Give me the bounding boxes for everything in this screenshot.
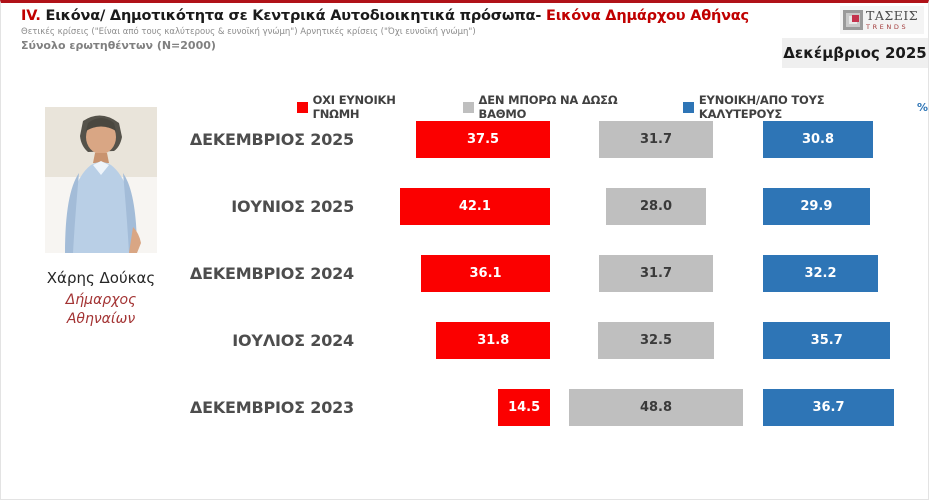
- positive-bar: 30.8: [763, 121, 873, 158]
- bar-chart: ΔΕΚΕΜΒΡΙΟΣ 2025 37.5 31.7 30.8 ΙΟΥΝΙΟΣ 2…: [1, 3, 928, 499]
- legend-label-negative: ΟΧΙ ΕΥΝΟΙΚΗ ΓΝΩΜΗ: [312, 93, 396, 121]
- chart-row-jun-2025: ΙΟΥΝΙΟΣ 2025 42.1 28.0 29.9: [1, 188, 928, 225]
- taseis-logo-icon: [843, 10, 863, 30]
- negative-bar: 36.1: [421, 255, 550, 292]
- legend-item-negative: ΟΧΙ ΕΥΝΟΙΚΗ ΓΝΩΜΗ: [297, 93, 441, 121]
- positive-bar: 35.7: [763, 322, 891, 359]
- row-label: ΔΕΚΕΜΒΡΙΟΣ 2025: [189, 130, 354, 149]
- positive-bar: 29.9: [763, 188, 870, 225]
- taseis-trends-logo: ΤΑΣΕΙΣ TRENDS: [840, 6, 924, 34]
- neutral-swatch-icon: [462, 101, 474, 113]
- mayor-photo: [45, 107, 157, 253]
- chart-row-dec-2025: ΔΕΚΕΜΒΡΙΟΣ 2025 37.5 31.7 30.8: [1, 121, 928, 158]
- chart-legend: ΟΧΙ ΕΥΝΟΙΚΗ ΓΝΩΜΗ ΔΕΝ ΜΠΟΡΩ ΝΑ ΔΩΣΩ ΒΑΘΜ…: [297, 93, 928, 121]
- sample-size: Σύνολο ερωτηθέντων (Ν=2000): [21, 39, 216, 52]
- positive-bar: 36.7: [763, 389, 895, 426]
- legend-item-positive: ΕΥΝΟΙΚΗ/ΑΠΟ ΤΟΥΣ ΚΑΛΥΤΕΡΟΥΣ: [683, 93, 903, 121]
- chart-row-jul-2024: ΙΟΥΛΙΟΣ 2024 31.8 32.5 35.7: [1, 322, 928, 359]
- negative-swatch-icon: [297, 101, 308, 113]
- neutral-bar: 28.0: [606, 188, 706, 225]
- person-role-line1: Δήμαρχος: [65, 292, 137, 308]
- negative-bar: 37.5: [416, 121, 550, 158]
- neutral-bar: 32.5: [597, 322, 714, 359]
- neutral-bar: 31.7: [599, 255, 713, 292]
- logo-name: ΤΑΣΕΙΣ: [866, 8, 919, 23]
- page-title: IV. Εικόνα/ Δημοτικότητα σε Κεντρικά Αυτ…: [21, 8, 749, 24]
- row-label: ΔΕΚΕΜΒΡΙΟΣ 2023: [189, 398, 354, 417]
- row-label: ΙΟΥΝΙΟΣ 2025: [231, 197, 354, 216]
- person-role-line2: Αθηναίων: [66, 310, 136, 327]
- percent-unit-label: %: [916, 100, 928, 114]
- section-number: IV.: [21, 8, 41, 24]
- negative-bar: 42.1: [399, 188, 550, 225]
- neutral-bar: 31.7: [599, 121, 713, 158]
- row-label: ΙΟΥΛΙΟΣ 2024: [232, 331, 354, 350]
- period-badge: Δεκέμβριος 2025: [782, 38, 928, 68]
- chart-row-dec-2024: ΔΕΚΕΜΒΡΙΟΣ 2024 36.1 31.7 32.2: [1, 255, 928, 292]
- negative-bar: 14.5: [498, 389, 550, 426]
- neutral-bar: 48.8: [568, 389, 744, 426]
- chart-row-dec-2023: ΔΕΚΕΜΒΡΙΟΣ 2023 14.5 48.8 36.7: [1, 389, 928, 426]
- subtitle: Θετικές κρίσεις ("Είναι από τους καλύτερ…: [21, 27, 476, 37]
- person-role: Δήμαρχος Αθηναίων: [11, 291, 191, 329]
- legend-label-positive: ΕΥΝΟΙΚΗ/ΑΠΟ ΤΟΥΣ ΚΑΛΥΤΕΡΟΥΣ: [698, 93, 825, 121]
- positive-swatch-icon: [683, 101, 694, 113]
- row-label: ΔΕΚΕΜΒΡΙΟΣ 2024: [189, 264, 354, 283]
- legend-label-neutral: ΔΕΝ ΜΠΟΡΩ ΝΑ ΔΩΣΩ ΒΑΘΜΟ: [478, 93, 618, 121]
- negative-bar: 31.8: [436, 322, 550, 359]
- legend-item-neutral: ΔΕΝ ΜΠΟΡΩ ΝΑ ΔΩΣΩ ΒΑΘΜΟ: [462, 93, 661, 121]
- positive-bar: 32.2: [763, 255, 878, 292]
- person-name: Χάρης Δούκας: [46, 269, 156, 287]
- title-highlight: Εικόνα Δημάρχου Αθήνας: [546, 8, 749, 24]
- title-main: Εικόνα/ Δημοτικότητα σε Κεντρικά Αυτοδιο…: [45, 8, 542, 24]
- logo-subname: TRENDS: [866, 22, 909, 31]
